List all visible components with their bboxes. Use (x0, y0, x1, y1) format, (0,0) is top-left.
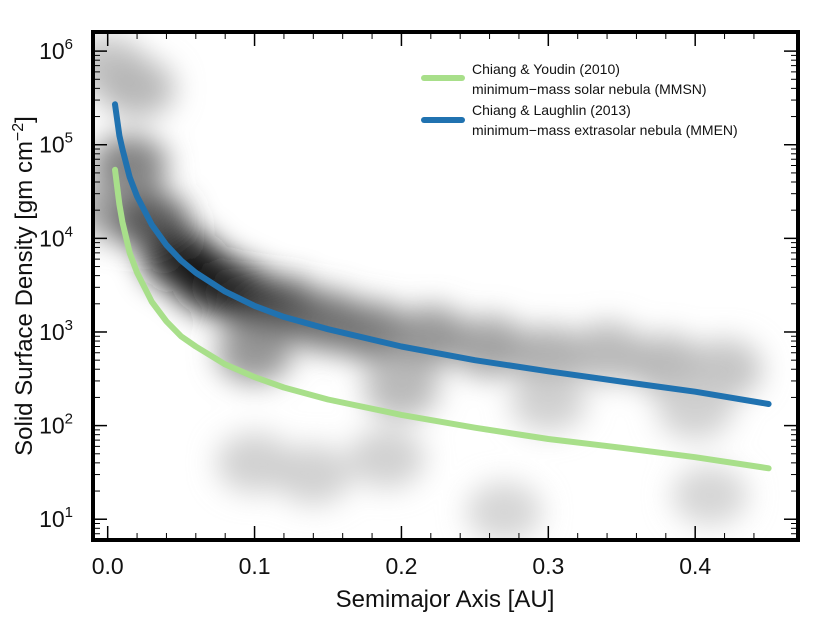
legend-label-mmsn-desc: minimum−mass solar nebula (MMSN) (472, 81, 707, 97)
y-tick-label: 103 (39, 317, 73, 345)
density-blob (627, 334, 704, 395)
legend: Chiang & Youdin (2010) minimum−mass sola… (421, 61, 738, 138)
density-blob (99, 58, 176, 119)
y-tick-label: 104 (39, 223, 73, 251)
series-line-mmen (112, 101, 772, 407)
density-blob (216, 322, 293, 383)
x-tick-label: 0.2 (385, 553, 417, 579)
legend-label-mmsn: Chiang & Youdin (2010) (472, 61, 620, 77)
density-blob (569, 322, 646, 383)
density-blob (275, 444, 352, 505)
plot-frame (91, 30, 800, 542)
y-tick-label: 105 (39, 130, 73, 158)
legend-label-mmen-desc: minimum−mass extrasolar nebula (MMEN) (472, 122, 738, 138)
y-tick-label: 106 (39, 36, 73, 64)
density-blob (466, 481, 543, 540)
x-tick-label: 0.0 (92, 553, 124, 579)
y-axis-label: Solid Surface Density [gm cm−2] (10, 116, 38, 456)
x-tick-label: 0.1 (239, 553, 271, 579)
legend-label-mmen: Chiang & Laughlin (2013) (472, 102, 631, 118)
y-tick-label: 101 (39, 504, 73, 532)
curves (112, 101, 772, 472)
density-blob (671, 465, 748, 526)
y-tick-label: 102 (39, 411, 73, 439)
x-axis: 0.0 0.1 0.2 0.3 0.4 (92, 32, 755, 579)
x-tick-label: 0.4 (679, 553, 711, 579)
series-line-mmsn (112, 166, 772, 472)
y-axis: 101 102 103 104 105 106 (39, 36, 798, 541)
x-tick-label: 0.3 (532, 553, 564, 579)
x-axis-label: Semimajor Axis [AU] (336, 586, 555, 613)
density-blob (510, 371, 587, 432)
density-blob (216, 432, 293, 493)
density-blob (363, 358, 440, 419)
density-blob (348, 428, 425, 489)
density-background (93, 35, 763, 540)
